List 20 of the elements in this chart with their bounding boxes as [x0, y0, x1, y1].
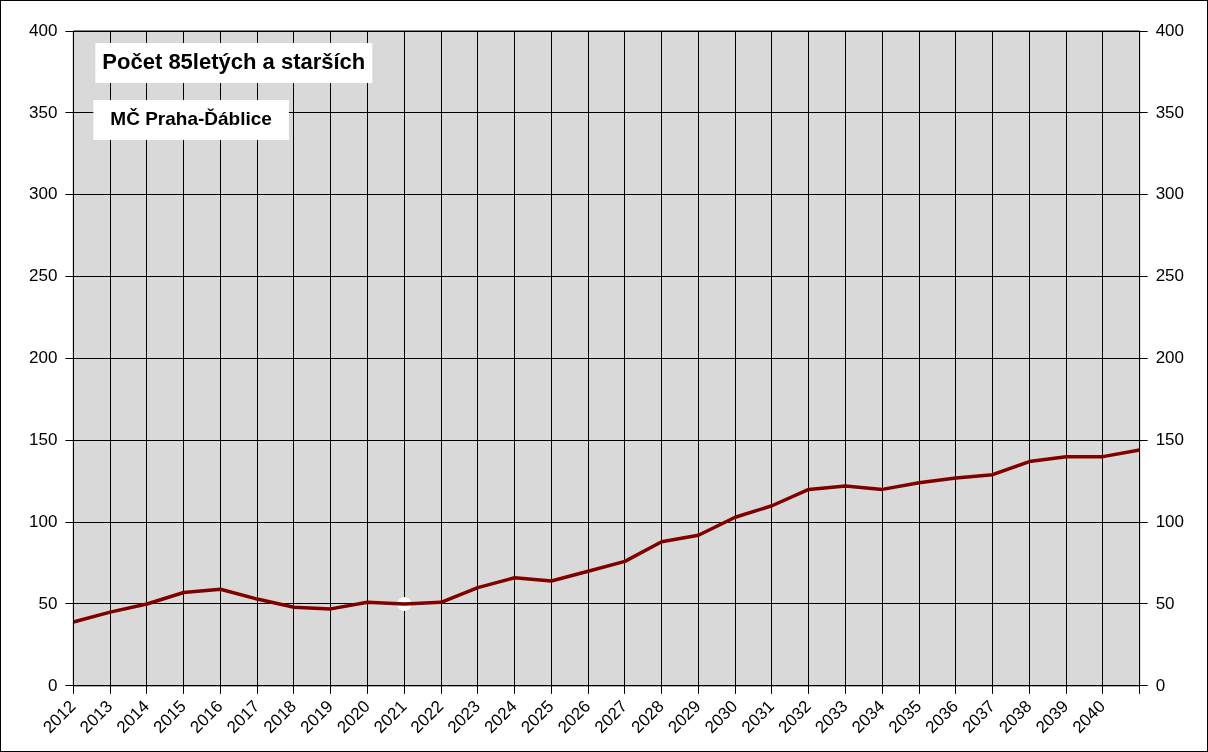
text: Počet 85letých a starších: [102, 49, 366, 75]
y-tick-label: 200: [28, 348, 58, 368]
y2-tick-label: 200: [1155, 348, 1185, 368]
y2-tick-label: 300: [1155, 184, 1185, 204]
y2-tick-label: 400: [1155, 20, 1185, 40]
y-tick-label: 300: [28, 184, 58, 204]
y2-tick-label: 100: [1155, 511, 1185, 531]
y-tick-label: 0: [47, 675, 58, 695]
y-tick-label: 400: [28, 20, 58, 40]
y-tick-label: 150: [28, 429, 58, 449]
y-tick-label: 100: [28, 511, 58, 531]
y-tick-label: 250: [28, 266, 58, 286]
y2-tick-label: 50: [1155, 593, 1175, 613]
y2-tick-label: 0: [1155, 675, 1166, 695]
y-tick-label: 350: [28, 102, 58, 122]
y2-tick-label: 350: [1155, 102, 1185, 122]
y2-tick-label: 150: [1155, 429, 1185, 449]
y2-tick-label: 250: [1155, 266, 1185, 286]
text: MČ Praha-Ďáblice: [110, 108, 272, 130]
y-tick-label: 50: [38, 593, 58, 613]
